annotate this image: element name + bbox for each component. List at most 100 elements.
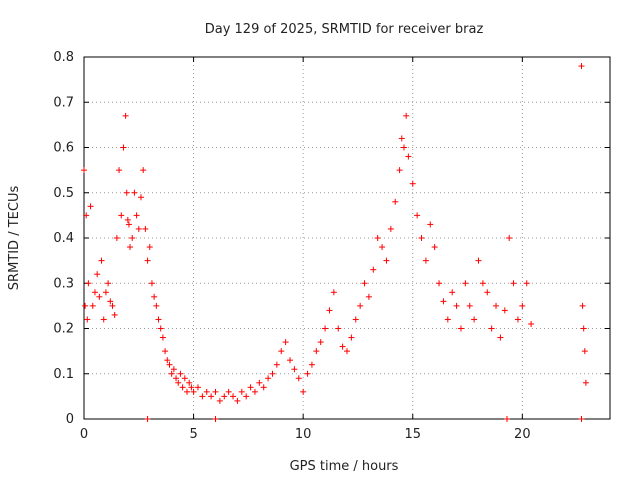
data-point <box>151 293 158 300</box>
data-point <box>260 384 267 391</box>
data-point <box>83 212 90 219</box>
data-point <box>157 325 164 332</box>
data-point <box>582 379 589 386</box>
data-point <box>177 370 184 377</box>
data-point <box>436 280 443 287</box>
data-point <box>199 393 206 400</box>
data-point <box>578 416 585 422</box>
x-tick-label: 20 <box>514 427 531 442</box>
data-point <box>135 225 142 232</box>
data-point <box>164 357 171 364</box>
data-point <box>579 302 586 309</box>
y-tick-label: 0.7 <box>53 95 74 110</box>
data-point <box>173 375 180 382</box>
data-point <box>89 302 96 309</box>
data-point <box>396 167 403 174</box>
data-point <box>528 320 535 327</box>
data-point <box>308 361 315 368</box>
data-point <box>184 388 191 395</box>
data-point <box>155 316 162 323</box>
data-point <box>124 216 131 223</box>
data-point <box>221 393 228 400</box>
y-tick-labels: 0 0.1 0.2 0.3 0.4 0.5 0.6 0.7 0.8 <box>53 50 74 427</box>
data-point <box>330 289 337 296</box>
data-point <box>387 225 394 232</box>
data-point <box>175 379 182 386</box>
data-point <box>479 280 486 287</box>
data-point <box>488 325 495 332</box>
x-tick-label: 15 <box>404 427 421 442</box>
data-point <box>313 348 320 355</box>
data-point <box>212 416 219 422</box>
y-axis-label: SRMTID / TECUs <box>7 186 22 291</box>
data-point <box>418 235 425 241</box>
data-point <box>137 194 144 201</box>
data-point <box>304 370 311 377</box>
data-point <box>113 235 120 241</box>
data-point <box>118 212 125 219</box>
data-point <box>170 366 177 373</box>
data-point <box>457 325 464 332</box>
data-point <box>392 198 399 205</box>
data-point <box>181 375 188 382</box>
y-tick-label: 0.2 <box>53 322 74 337</box>
data-point <box>131 189 138 196</box>
data-point <box>87 203 94 210</box>
data-point <box>133 212 140 219</box>
y-tick-label: 0.4 <box>53 231 74 246</box>
plot-frame <box>83 56 611 420</box>
data-point <box>125 221 132 228</box>
data-point <box>212 388 219 395</box>
data-point <box>581 348 588 355</box>
data-point <box>409 180 416 187</box>
data-point <box>414 212 421 219</box>
data-point <box>225 388 232 395</box>
data-points <box>81 63 589 422</box>
data-point <box>85 280 92 287</box>
data-point <box>300 388 307 395</box>
x-tick-label: 10 <box>295 427 312 442</box>
data-point <box>422 257 429 264</box>
y-tick-label: 0 <box>66 412 74 427</box>
data-point <box>251 388 258 395</box>
data-point <box>122 112 129 119</box>
data-point <box>282 339 289 346</box>
y-tick-label: 0.6 <box>53 141 74 156</box>
data-point <box>105 280 112 287</box>
data-point <box>243 393 250 400</box>
y-tick-label: 0.3 <box>53 276 74 291</box>
data-point <box>326 307 333 314</box>
data-point <box>247 384 254 391</box>
data-point <box>484 289 491 296</box>
data-point <box>168 370 175 377</box>
data-point <box>295 375 302 382</box>
data-point <box>278 348 285 355</box>
data-point <box>234 397 241 404</box>
data-point <box>497 334 504 341</box>
data-point <box>107 298 114 305</box>
data-point <box>216 397 223 404</box>
data-point <box>348 334 355 341</box>
data-point <box>230 393 237 400</box>
data-point <box>100 316 107 323</box>
data-point <box>322 325 329 332</box>
data-point <box>179 384 186 391</box>
data-point <box>398 135 405 142</box>
data-point <box>144 416 151 422</box>
data-point <box>400 144 407 151</box>
x-axis-label: GPS time / hours <box>290 459 399 474</box>
data-point <box>144 257 151 264</box>
data-point <box>503 416 510 422</box>
data-point <box>81 167 87 174</box>
data-point <box>269 370 276 377</box>
data-point <box>96 293 103 300</box>
data-point <box>109 302 116 309</box>
data-point <box>166 361 173 368</box>
data-point <box>186 379 193 386</box>
data-point <box>265 375 272 382</box>
data-point <box>159 334 166 341</box>
data-point <box>153 302 160 309</box>
data-point <box>344 348 350 355</box>
data-point <box>335 325 342 332</box>
